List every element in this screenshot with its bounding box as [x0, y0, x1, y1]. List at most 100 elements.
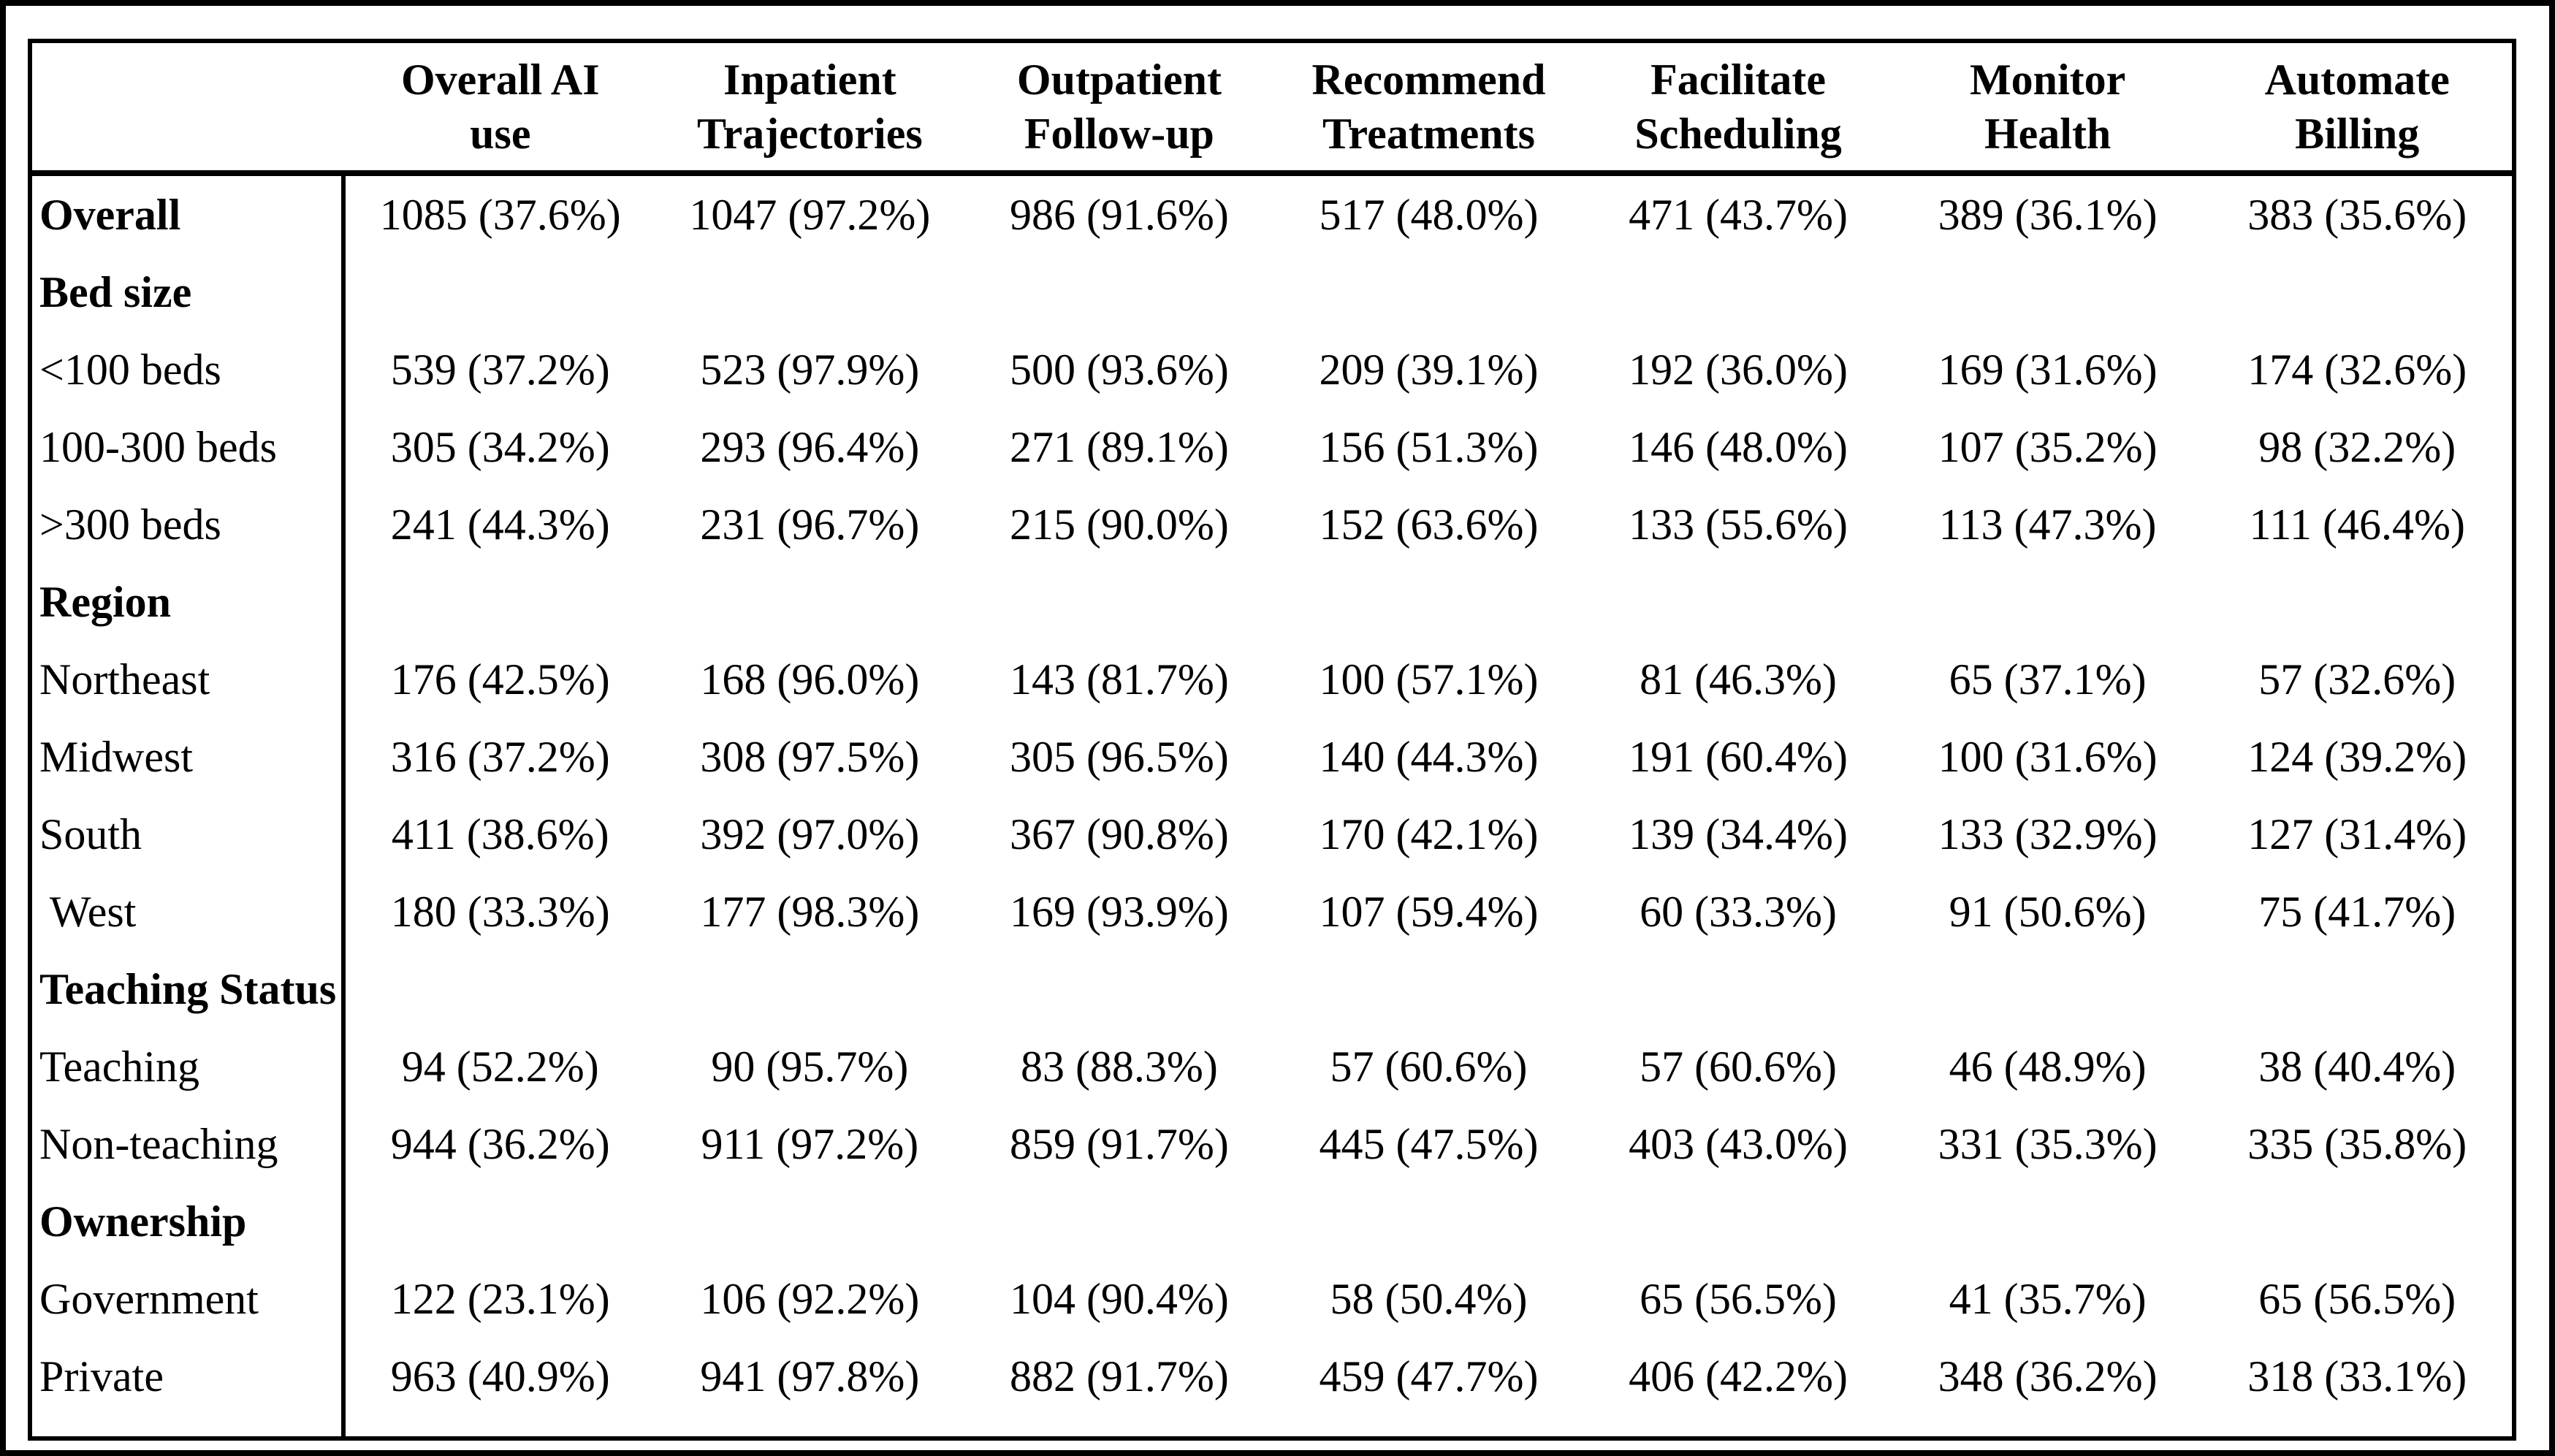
data-cell: 94 (52.2%)	[401, 1042, 599, 1091]
column-header-line: Follow-up	[1024, 110, 1214, 158]
row-label: Private	[32, 1338, 346, 1415]
data-cell: 1085 (37.6%)	[379, 190, 621, 239]
data-cell: 986 (91.6%)	[1009, 190, 1229, 239]
data-cell: 75 (41.7%)	[2258, 887, 2456, 936]
data-cell: 215 (90.0%)	[1009, 500, 1229, 549]
data-cell: 140 (44.3%)	[1319, 732, 1539, 781]
data-cell: 944 (36.2%)	[390, 1119, 610, 1168]
data-cell: 191 (60.4%)	[1629, 732, 1848, 781]
data-cell: 65 (37.1%)	[1949, 655, 2147, 704]
data-cell: 335 (35.8%)	[2247, 1119, 2467, 1168]
data-cell: 113 (47.3%)	[1938, 500, 2157, 549]
data-cell: 318 (33.1%)	[2247, 1352, 2467, 1400]
section-label: Teaching Status	[32, 950, 346, 1028]
data-cell: 305 (34.2%)	[390, 422, 610, 471]
table-bottom-spacer	[32, 1415, 2512, 1436]
data-cell: 209 (39.1%)	[1319, 345, 1539, 394]
data-cell: 192 (36.0%)	[1629, 345, 1848, 394]
data-cell: 169 (31.6%)	[1938, 345, 2158, 394]
data-cell: 348 (36.2%)	[1938, 1352, 2158, 1400]
data-cell: 305 (96.5%)	[1009, 732, 1229, 781]
column-header-outpatient-follow-up: Outpatient Follow-up	[964, 53, 1274, 161]
column-header-line: Health	[1984, 110, 2112, 158]
table-row-non-teaching: Non-teaching 944 (36.2%) 911 (97.2%) 859…	[32, 1105, 2512, 1183]
data-cell: 308 (97.5%)	[700, 732, 920, 781]
data-cell: 65 (56.5%)	[1640, 1274, 1838, 1323]
data-cell: 963 (40.9%)	[390, 1352, 610, 1400]
row-label: <100 beds	[32, 331, 346, 408]
table-row-gt-300-beds: >300 beds 241 (44.3%) 231 (96.7%) 215 (9…	[32, 486, 2512, 563]
column-header-line: Inpatient	[723, 56, 896, 104]
row-label: 100-300 beds	[32, 408, 346, 486]
data-cell: 177 (98.3%)	[700, 887, 920, 936]
data-cell: 146 (48.0%)	[1629, 422, 1848, 471]
column-header-line: Facilitate	[1650, 56, 1826, 104]
row-label: West	[32, 873, 346, 950]
column-header-overall-ai-use: Overall AI use	[346, 53, 655, 161]
data-cell: 331 (35.3%)	[1938, 1119, 2158, 1168]
section-row-ownership: Ownership	[32, 1183, 2512, 1260]
data-cell: 58 (50.4%)	[1330, 1274, 1528, 1323]
table-row-west: West 180 (33.3%) 177 (98.3%) 169 (93.9%)…	[32, 873, 2512, 950]
data-cell: 174 (32.6%)	[2247, 345, 2467, 394]
column-header-line: Automate	[2264, 56, 2450, 104]
section-row-bed-size: Bed size	[32, 254, 2512, 331]
data-cell: 271 (89.1%)	[1009, 422, 1229, 471]
data-cell: 57 (60.6%)	[1640, 1042, 1838, 1091]
table-row-100-300-beds: 100-300 beds 305 (34.2%) 293 (96.4%) 271…	[32, 408, 2512, 486]
data-cell: 176 (42.5%)	[390, 655, 610, 704]
data-cell: 41 (35.7%)	[1949, 1274, 2147, 1323]
column-header-line: Scheduling	[1634, 110, 1842, 158]
row-label: Government	[32, 1260, 346, 1338]
column-header-line: Overall AI	[400, 56, 600, 104]
row-label: >300 beds	[32, 486, 346, 563]
data-cell: 106 (92.2%)	[700, 1274, 920, 1323]
data-cell: 445 (47.5%)	[1319, 1119, 1539, 1168]
data-cell: 139 (34.4%)	[1629, 809, 1848, 858]
table-row-government: Government 122 (23.1%) 106 (92.2%) 104 (…	[32, 1260, 2512, 1338]
data-cell: 859 (91.7%)	[1009, 1119, 1229, 1168]
table-row-private: Private 963 (40.9%) 941 (97.8%) 882 (91.…	[32, 1338, 2512, 1415]
row-label: South	[32, 796, 346, 873]
data-cell: 471 (43.7%)	[1629, 190, 1848, 239]
table-row-teaching: Teaching 94 (52.2%) 90 (95.7%) 83 (88.3%…	[32, 1028, 2512, 1105]
data-cell: 293 (96.4%)	[700, 422, 920, 471]
data-cell: 911 (97.2%)	[701, 1119, 919, 1168]
data-cell: 127 (31.4%)	[2247, 809, 2467, 858]
data-cell: 523 (97.9%)	[700, 345, 920, 394]
data-cell: 406 (42.2%)	[1629, 1352, 1848, 1400]
data-cell: 152 (63.6%)	[1319, 500, 1539, 549]
data-cell: 168 (96.0%)	[700, 655, 920, 704]
data-cell: 156 (51.3%)	[1319, 422, 1539, 471]
column-header-line: Monitor	[1969, 56, 2126, 104]
data-cell: 100 (31.6%)	[1938, 732, 2158, 781]
row-label: Northeast	[32, 641, 346, 718]
data-cell: 941 (97.8%)	[700, 1352, 920, 1400]
column-header-line: Outpatient	[1016, 56, 1222, 104]
data-cell: 60 (33.3%)	[1640, 887, 1838, 936]
data-cell: 383 (35.6%)	[2247, 190, 2467, 239]
ai-use-table: Overall AI use Inpatient Trajectories Ou…	[28, 39, 2516, 1441]
data-cell: 122 (23.1%)	[390, 1274, 610, 1323]
data-cell: 57 (60.6%)	[1330, 1042, 1528, 1091]
column-header-monitor-health: Monitor Health	[1893, 53, 2203, 161]
data-cell: 539 (37.2%)	[390, 345, 610, 394]
data-cell: 517 (48.0%)	[1319, 190, 1539, 239]
data-cell: 133 (32.9%)	[1938, 809, 2158, 858]
column-header-line: Recommend	[1311, 56, 1546, 104]
section-label: Ownership	[32, 1183, 346, 1260]
row-label: Teaching	[32, 1028, 346, 1105]
data-cell: 316 (37.2%)	[390, 732, 610, 781]
data-cell: 169 (93.9%)	[1009, 887, 1229, 936]
row-label: Midwest	[32, 718, 346, 796]
data-cell: 90 (95.7%)	[711, 1042, 909, 1091]
data-cell: 1047 (97.2%)	[689, 190, 931, 239]
column-header-line: use	[470, 110, 531, 158]
data-cell: 98 (32.2%)	[2258, 422, 2456, 471]
data-cell: 111 (46.4%)	[2249, 500, 2465, 549]
row-label: Non-teaching	[32, 1105, 346, 1183]
data-cell: 411 (38.6%)	[391, 809, 609, 858]
data-cell: 107 (35.2%)	[1938, 422, 2158, 471]
column-header-facilitate-scheduling: Facilitate Scheduling	[1583, 53, 1893, 161]
data-cell: 882 (91.7%)	[1009, 1352, 1229, 1400]
